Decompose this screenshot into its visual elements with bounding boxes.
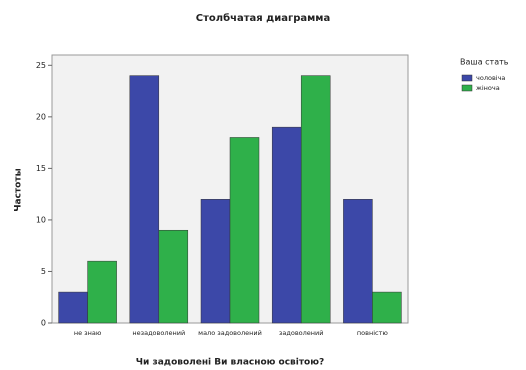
x-axis-label: Чи задоволені Ви власною освітою? — [136, 357, 324, 368]
legend-label: чоловіча — [476, 74, 505, 82]
y-tick-label: 15 — [36, 164, 46, 173]
bar — [129, 75, 160, 324]
x-tick-label: мало задоволений — [198, 329, 262, 337]
y-tick-label: 5 — [41, 267, 46, 276]
bar — [200, 199, 231, 324]
bar — [58, 291, 88, 324]
bar — [343, 199, 373, 324]
legend-label: жіноча — [476, 84, 500, 92]
y-tick-label: 25 — [36, 61, 46, 70]
bar — [271, 126, 302, 324]
x-tick-label: не знаю — [74, 329, 102, 337]
bar — [300, 75, 331, 324]
y-tick-label: 20 — [36, 112, 46, 121]
x-tick-label: повністю — [357, 329, 388, 337]
legend-title: Ваша стать — [460, 58, 509, 67]
bar — [158, 229, 189, 324]
x-tick-label: незадоволений — [132, 329, 185, 337]
bar — [229, 137, 260, 324]
chart-title: Столбчатая диаграмма — [196, 12, 330, 24]
y-axis-label: Частоты — [14, 168, 24, 211]
legend-swatch — [461, 84, 473, 92]
bar — [372, 291, 402, 324]
x-tick-label: задоволений — [279, 329, 324, 337]
bar — [87, 260, 117, 324]
y-tick-label: 0 — [41, 319, 46, 328]
y-tick-label: 10 — [36, 215, 46, 224]
legend-swatch — [461, 74, 473, 82]
